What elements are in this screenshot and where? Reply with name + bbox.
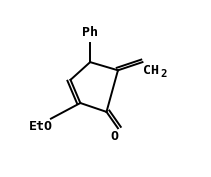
Text: O: O	[111, 130, 119, 143]
Text: 2: 2	[161, 69, 167, 79]
Text: Ph: Ph	[82, 26, 98, 39]
Text: EtO: EtO	[29, 120, 53, 133]
Text: CH: CH	[143, 64, 159, 77]
